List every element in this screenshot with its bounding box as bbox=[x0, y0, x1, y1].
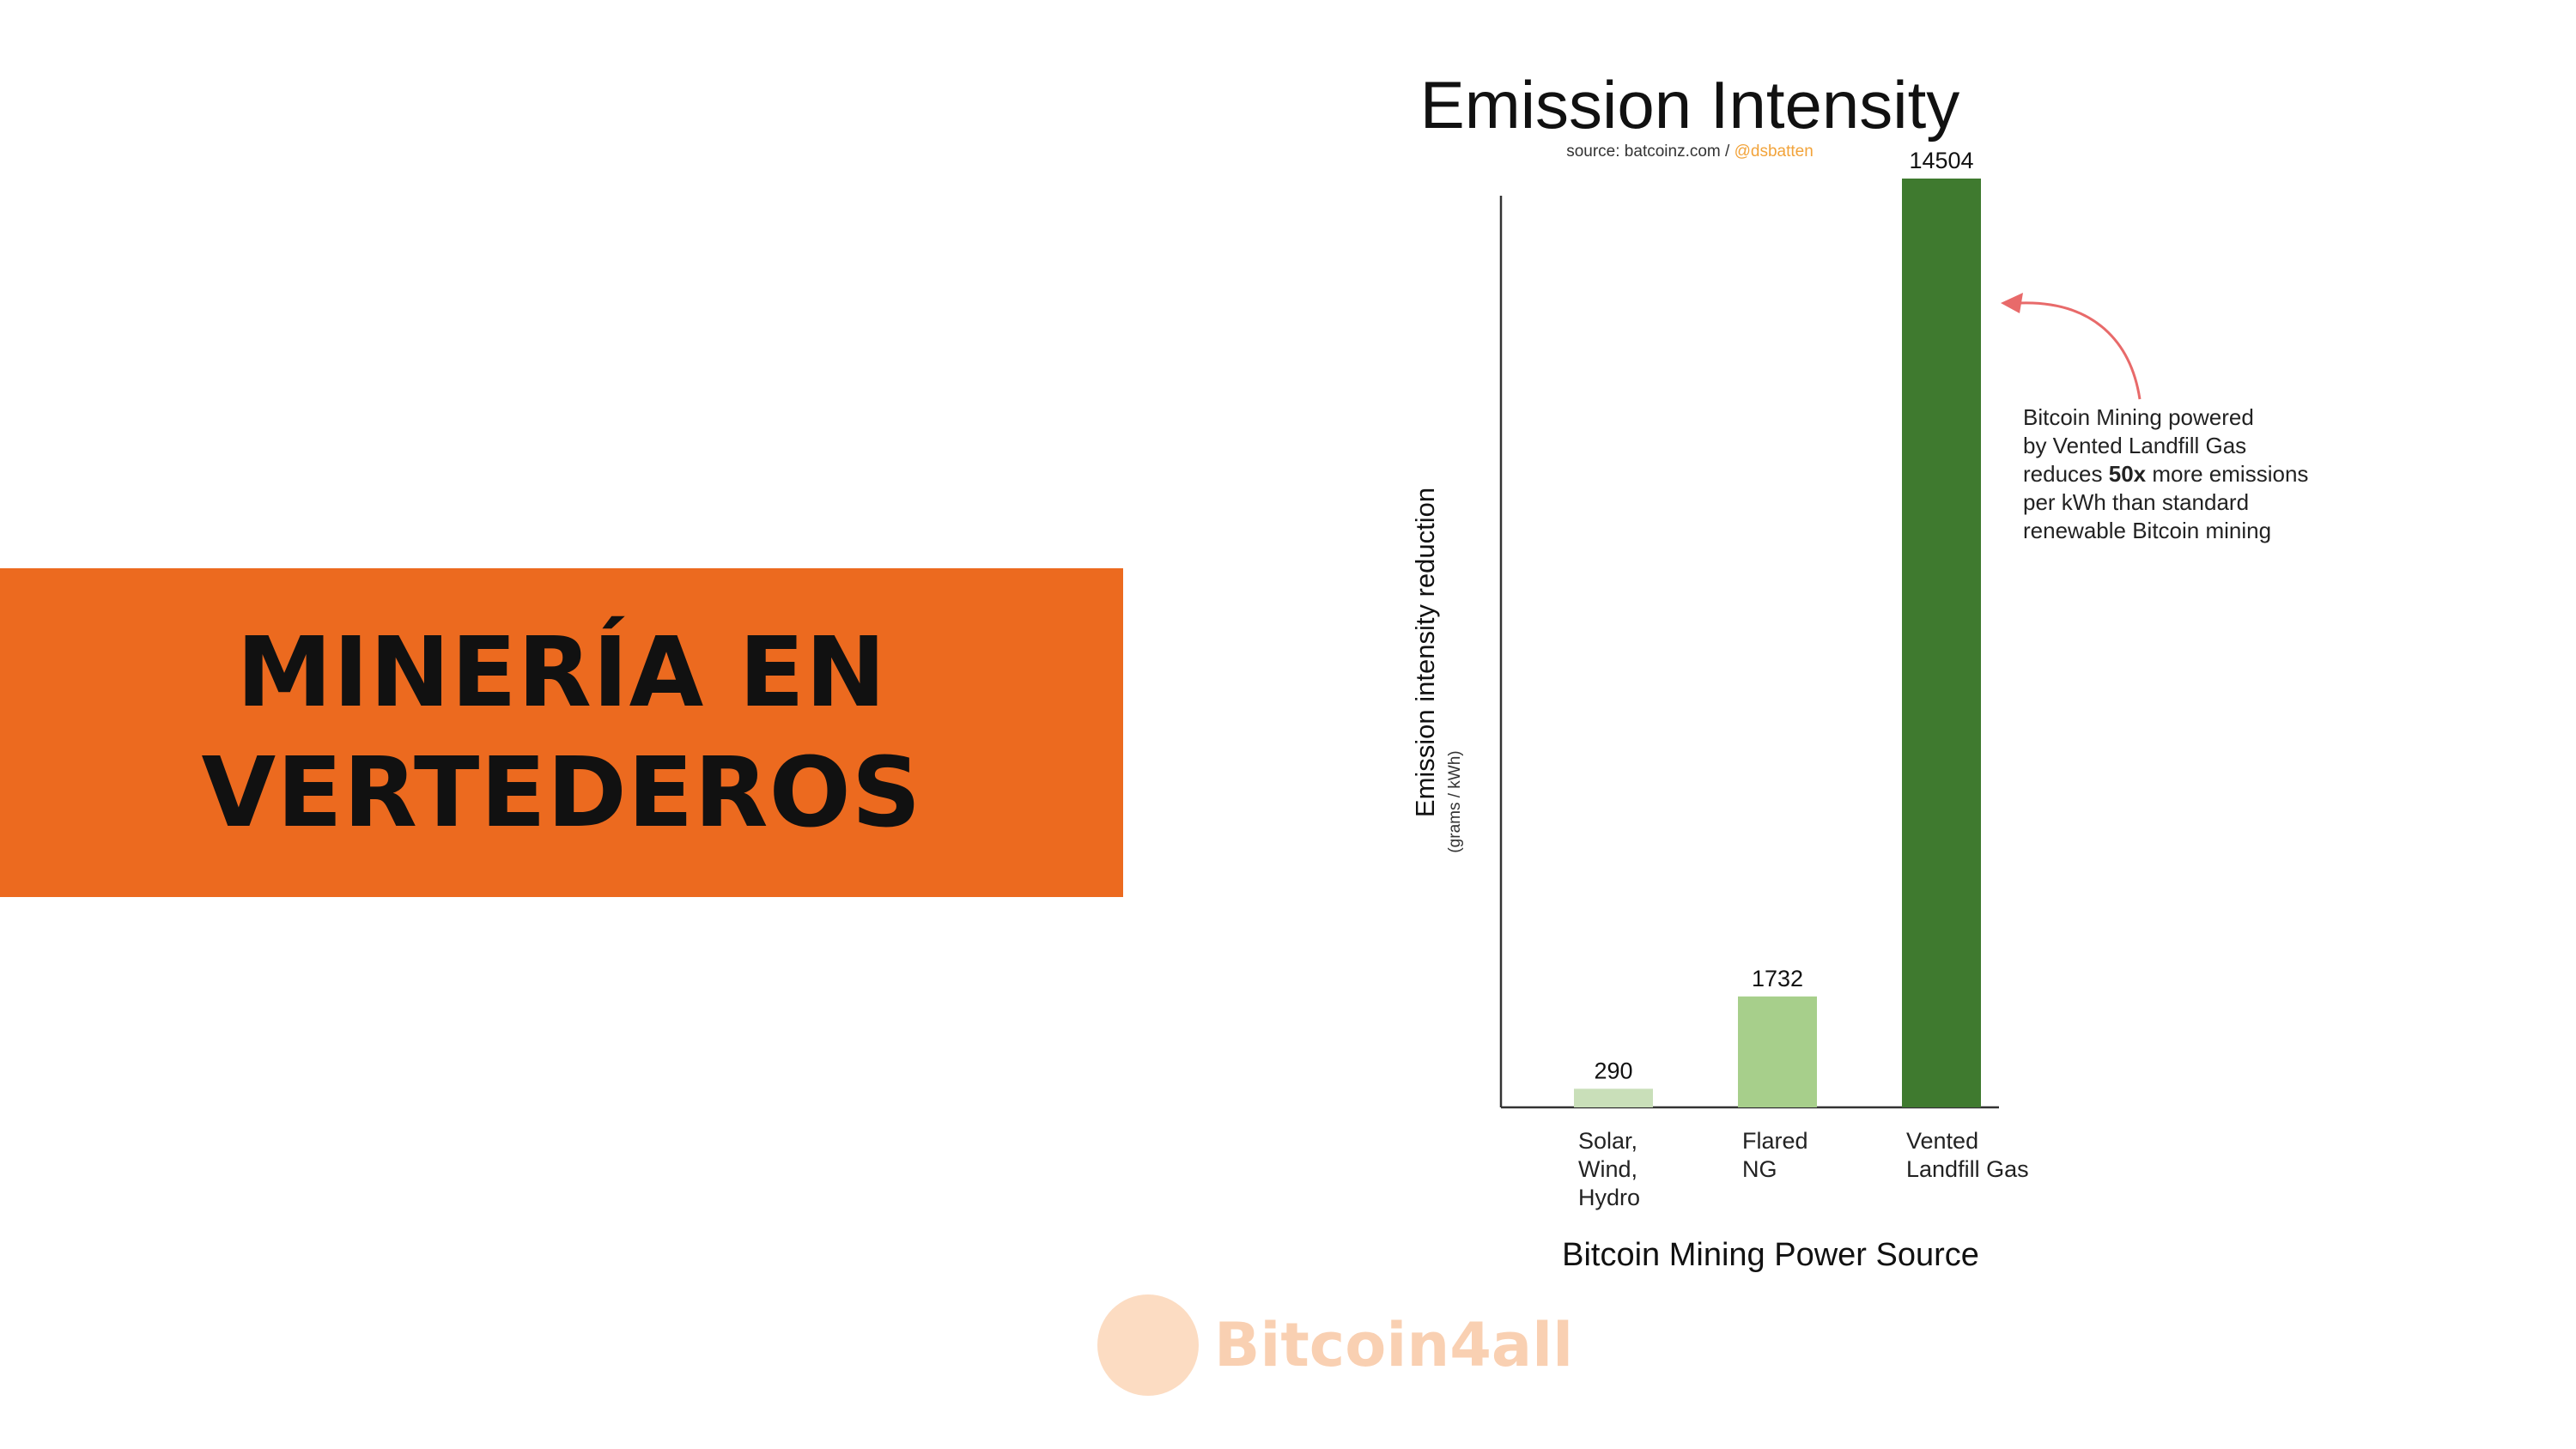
watermark-text: Bitcoin4all bbox=[1214, 1310, 1574, 1380]
x-tick-label-line: NG bbox=[1742, 1156, 1777, 1182]
banner-line-2: VERTEDEROS bbox=[201, 737, 922, 849]
x-tick-label-line: Landfill Gas bbox=[1906, 1156, 2029, 1182]
annotation-arrow bbox=[2019, 301, 2142, 400]
y-axis-unit-label: (grams / kWh) bbox=[1446, 750, 1464, 852]
x-tick-label-line: Solar, bbox=[1578, 1128, 1637, 1154]
bar-value-label-0: 290 bbox=[1594, 1058, 1632, 1083]
title-banner: MINERÍA EN VERTEDEROS bbox=[0, 568, 1123, 897]
watermark-hands-icon bbox=[1097, 1294, 1199, 1396]
x-tick-label-1: Flared NG bbox=[1742, 1128, 1808, 1182]
annotation-line-3: reduces 50x more emissions bbox=[2023, 460, 2384, 488]
annotation-arrowhead bbox=[2001, 293, 2023, 313]
banner-line-1: MINERÍA EN bbox=[236, 616, 887, 729]
x-tick-label-line: Vented bbox=[1906, 1128, 1978, 1154]
bar-value-label-1: 1732 bbox=[1752, 966, 1803, 991]
x-tick-label-line: Hydro bbox=[1578, 1185, 1640, 1210]
annotation-line-3-post: more emissions bbox=[2146, 461, 2309, 487]
chart-source: source: batcoinz.com / @dsbatten bbox=[1329, 142, 2050, 161]
y-axis-label: Emission intensity reduction bbox=[1410, 488, 1440, 817]
x-tick-label-0: Solar, Wind, Hydro bbox=[1578, 1128, 1640, 1210]
chart-source-handle: @dsbatten bbox=[1734, 142, 1814, 161]
chart-source-prefix: source: batcoinz.com / bbox=[1566, 142, 1735, 161]
bar-2 bbox=[1902, 179, 1981, 1107]
x-tick-label-line: Flared bbox=[1742, 1128, 1808, 1154]
chart-annotation: Bitcoin Mining powered by Vented Landfil… bbox=[2023, 403, 2384, 545]
annotation-line-3-pre: reduces bbox=[2023, 461, 2109, 487]
bar-0 bbox=[1574, 1088, 1653, 1107]
bar-1 bbox=[1738, 996, 1817, 1107]
bar-value-label-2: 14504 bbox=[1909, 148, 1973, 173]
x-tick-label-line: Wind, bbox=[1578, 1156, 1637, 1182]
chart-title: Emission Intensity bbox=[1419, 67, 1960, 142]
annotation-line-5: renewable Bitcoin mining bbox=[2023, 518, 2272, 543]
watermark: Bitcoin4all bbox=[1097, 1294, 1573, 1396]
annotation-line-1: Bitcoin Mining powered bbox=[2023, 404, 2254, 430]
annotation-emphasis: 50x bbox=[2108, 461, 2147, 487]
annotation-line-4: per kWh than standard bbox=[2023, 489, 2250, 515]
annotation-line-2: by Vented Landfill Gas bbox=[2023, 433, 2247, 458]
x-axis-label: Bitcoin Mining Power Source bbox=[1562, 1237, 1979, 1273]
x-tick-label-2: Vented Landfill Gas bbox=[1906, 1128, 2029, 1182]
